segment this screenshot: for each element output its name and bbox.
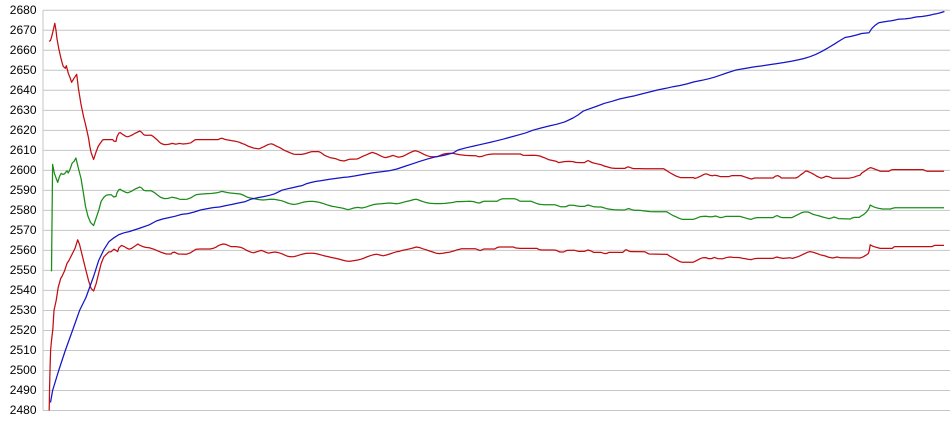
svg-text:2510: 2510	[10, 343, 37, 357]
svg-text:2480: 2480	[10, 403, 37, 417]
svg-text:2540: 2540	[10, 283, 37, 297]
svg-text:2520: 2520	[10, 323, 37, 337]
svg-text:2600: 2600	[10, 163, 37, 177]
svg-text:2560: 2560	[10, 243, 37, 257]
svg-text:2590: 2590	[10, 183, 37, 197]
svg-text:2530: 2530	[10, 303, 37, 317]
svg-text:2630: 2630	[10, 103, 37, 117]
svg-text:2580: 2580	[10, 203, 37, 217]
svg-text:2610: 2610	[10, 143, 37, 157]
svg-text:2650: 2650	[10, 63, 37, 77]
svg-text:2550: 2550	[10, 263, 37, 277]
svg-text:2680: 2680	[10, 3, 37, 17]
svg-text:2660: 2660	[10, 43, 37, 57]
svg-text:2670: 2670	[10, 23, 37, 37]
svg-text:2570: 2570	[10, 223, 37, 237]
svg-text:2500: 2500	[10, 363, 37, 377]
svg-text:2620: 2620	[10, 123, 37, 137]
svg-text:2490: 2490	[10, 383, 37, 397]
svg-text:2640: 2640	[10, 83, 37, 97]
